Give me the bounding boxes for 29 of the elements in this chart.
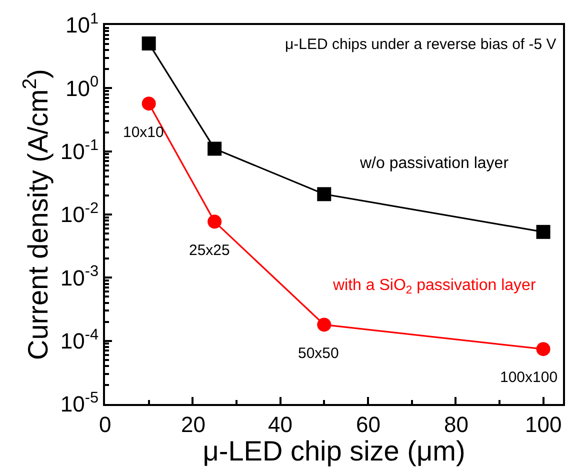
x-tick-label: 100 [525,412,562,437]
y-tick-label: 10$^{1}$ [66,10,99,38]
x-tick-label: 60 [356,412,380,437]
point [536,342,550,356]
point [208,214,222,229]
annotation: 50x50 [298,345,339,362]
x-axis-title: μ-LED chip size (μm) [202,436,466,467]
y-tick-label: 10$^{-1}$ [60,136,99,164]
y-tick-label: 10$^{0}$ [66,74,99,101]
x-tick-label: 20 [181,412,206,437]
point [208,142,222,156]
point [317,187,332,202]
series-label: with a SiO$_{2}$ passivation layer [332,277,536,296]
x-tick-label: 80 [444,412,468,437]
point [142,96,156,111]
x-tick-label: 0 [99,412,112,437]
y-tick-label: 10$^{-2}$ [60,200,99,228]
y-tick-label: 10$^{-4}$ [60,326,100,354]
y-tick-label: 10$^{-3}$ [60,263,99,290]
annotation: 10x10 [123,124,164,141]
point [317,318,332,332]
series-label: w/o passivation layer [359,155,510,172]
x-tick-label: 40 [268,412,292,437]
y-tick-label: 10$^{-5}$ [60,389,99,417]
point [142,36,156,50]
annotation: 100x100 [500,369,558,386]
annotation: μ-LED chips under a reverse bias of -5 V [285,36,556,53]
annotation: 25x25 [189,242,230,259]
point [536,224,550,239]
